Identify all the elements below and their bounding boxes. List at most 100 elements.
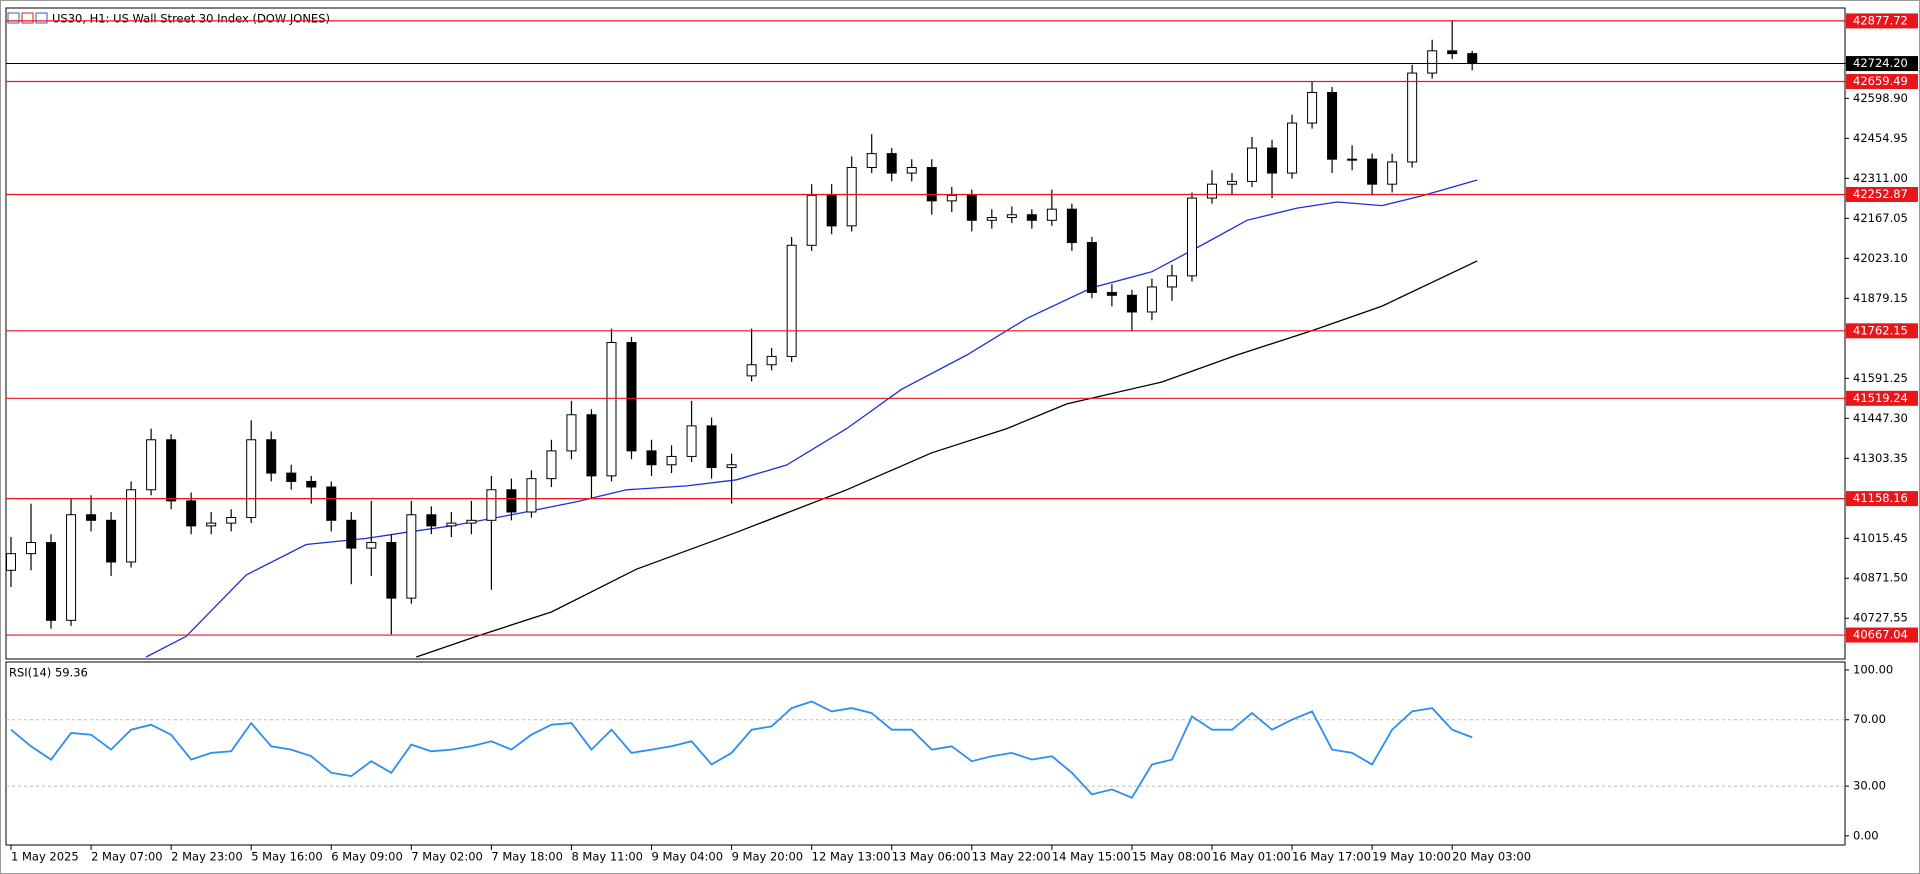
candle-body (466, 519, 477, 524)
candle-body (6, 553, 17, 571)
x-tick-label: 12 May 13:00 (812, 850, 891, 864)
y-tick-label: 40871.50 (1853, 571, 1908, 585)
candle-body (1166, 275, 1177, 288)
candle-body (366, 542, 377, 549)
level-label: 41762.15 (1853, 323, 1908, 337)
candle-body (806, 194, 817, 246)
chart-title: US30, H1: US Wall Street 30 Index (DOW J… (52, 12, 330, 26)
rsi-panel (5, 661, 1846, 846)
moving-average (416, 260, 1478, 658)
candle-body (1026, 214, 1037, 221)
x-tick-label: 8 May 11:00 (571, 850, 643, 864)
candle-body (46, 542, 57, 621)
candle-body (1267, 147, 1278, 174)
rsi-title: RSI(14) 59.36 (9, 666, 88, 680)
candle-body (406, 514, 417, 599)
candle-body (306, 480, 317, 488)
candle-body (966, 194, 977, 221)
candle-body (866, 153, 877, 169)
x-tick-label: 13 May 22:00 (972, 850, 1051, 864)
x-tick-label: 1 May 2025 (11, 850, 79, 864)
candle-body (1447, 50, 1458, 55)
candle-body (1146, 286, 1157, 313)
candle-body (386, 542, 397, 599)
candle-body (886, 153, 897, 174)
candle-body (166, 439, 177, 502)
x-tick-label: 20 May 03:00 (1452, 850, 1531, 864)
x-tick-label: 16 May 17:00 (1292, 850, 1371, 864)
candle-body (1186, 197, 1197, 277)
level-box (1846, 627, 1918, 643)
candle-body (766, 355, 777, 366)
candle-body (266, 439, 277, 474)
candle-body (1126, 294, 1137, 313)
level-box (1846, 186, 1918, 202)
candle-body (226, 517, 237, 524)
candle-body (146, 439, 157, 491)
candle-body (646, 450, 657, 466)
candle-body (86, 514, 97, 521)
candle-body (906, 167, 917, 174)
y-tick-label: 41015.45 (1853, 531, 1908, 545)
candle-body (706, 425, 717, 469)
candle-body (1327, 92, 1338, 160)
candle-body (1247, 147, 1258, 182)
y-tick-label: 42598.90 (1853, 91, 1908, 105)
candle-body (186, 500, 197, 527)
y-tick-label: 42454.95 (1853, 131, 1908, 145)
candle-body (526, 478, 537, 513)
symbol-icons (7, 12, 48, 24)
candle-body (346, 519, 357, 549)
candle-body (26, 542, 37, 555)
y-tick-label: 42167.05 (1853, 211, 1908, 225)
candle-body (246, 439, 257, 519)
candle-body (486, 489, 497, 521)
icon (35, 12, 48, 24)
candle-body (1046, 208, 1057, 221)
level-label: 42252.87 (1853, 187, 1908, 201)
candle-body (1387, 161, 1398, 185)
candle-body (106, 519, 117, 563)
candle-body (1086, 242, 1097, 294)
candle-body (1066, 208, 1077, 244)
candle-body (126, 489, 137, 563)
level-label: 40667.04 (1853, 628, 1908, 642)
y-tick-label: 70.00 (1853, 712, 1886, 726)
candle-body (946, 194, 957, 202)
x-tick-label: 9 May 04:00 (652, 850, 724, 864)
candle-body (1467, 53, 1478, 65)
level-box (1846, 491, 1918, 507)
level-label: 42659.49 (1853, 74, 1908, 88)
candle-body (286, 472, 297, 482)
y-tick-label: 42311.00 (1853, 171, 1908, 185)
candle-body (926, 167, 937, 202)
x-tick-label: 14 May 15:00 (1052, 850, 1131, 864)
y-tick-label: 100.00 (1853, 662, 1893, 676)
candle-body (566, 414, 577, 452)
x-tick-label: 6 May 09:00 (331, 850, 403, 864)
candle-body (786, 244, 797, 357)
candle-body (1407, 72, 1418, 163)
main-panel (5, 7, 1846, 660)
candle-body (206, 522, 217, 527)
level-label: 41158.16 (1853, 491, 1908, 505)
icon (21, 12, 34, 24)
candle-body (726, 464, 737, 469)
candle-body (1106, 292, 1117, 296)
candle-body (1367, 158, 1378, 185)
x-tick-label: 16 May 01:00 (1212, 850, 1291, 864)
y-tick-label: 41303.35 (1853, 451, 1908, 465)
y-tick-label: 0.00 (1853, 828, 1879, 842)
level-box (1846, 13, 1918, 29)
rsi-line (10, 700, 1473, 799)
y-tick-label: 30.00 (1853, 779, 1886, 793)
candle-body (1226, 180, 1238, 185)
y-tick-label: 40727.55 (1853, 611, 1908, 625)
candle-body (586, 414, 597, 477)
candle-body (1206, 183, 1217, 199)
candle-body (626, 342, 637, 452)
level-box (1846, 323, 1918, 339)
current-price-label: 42724.20 (1853, 56, 1908, 70)
x-tick-label: 5 May 16:00 (251, 850, 323, 864)
